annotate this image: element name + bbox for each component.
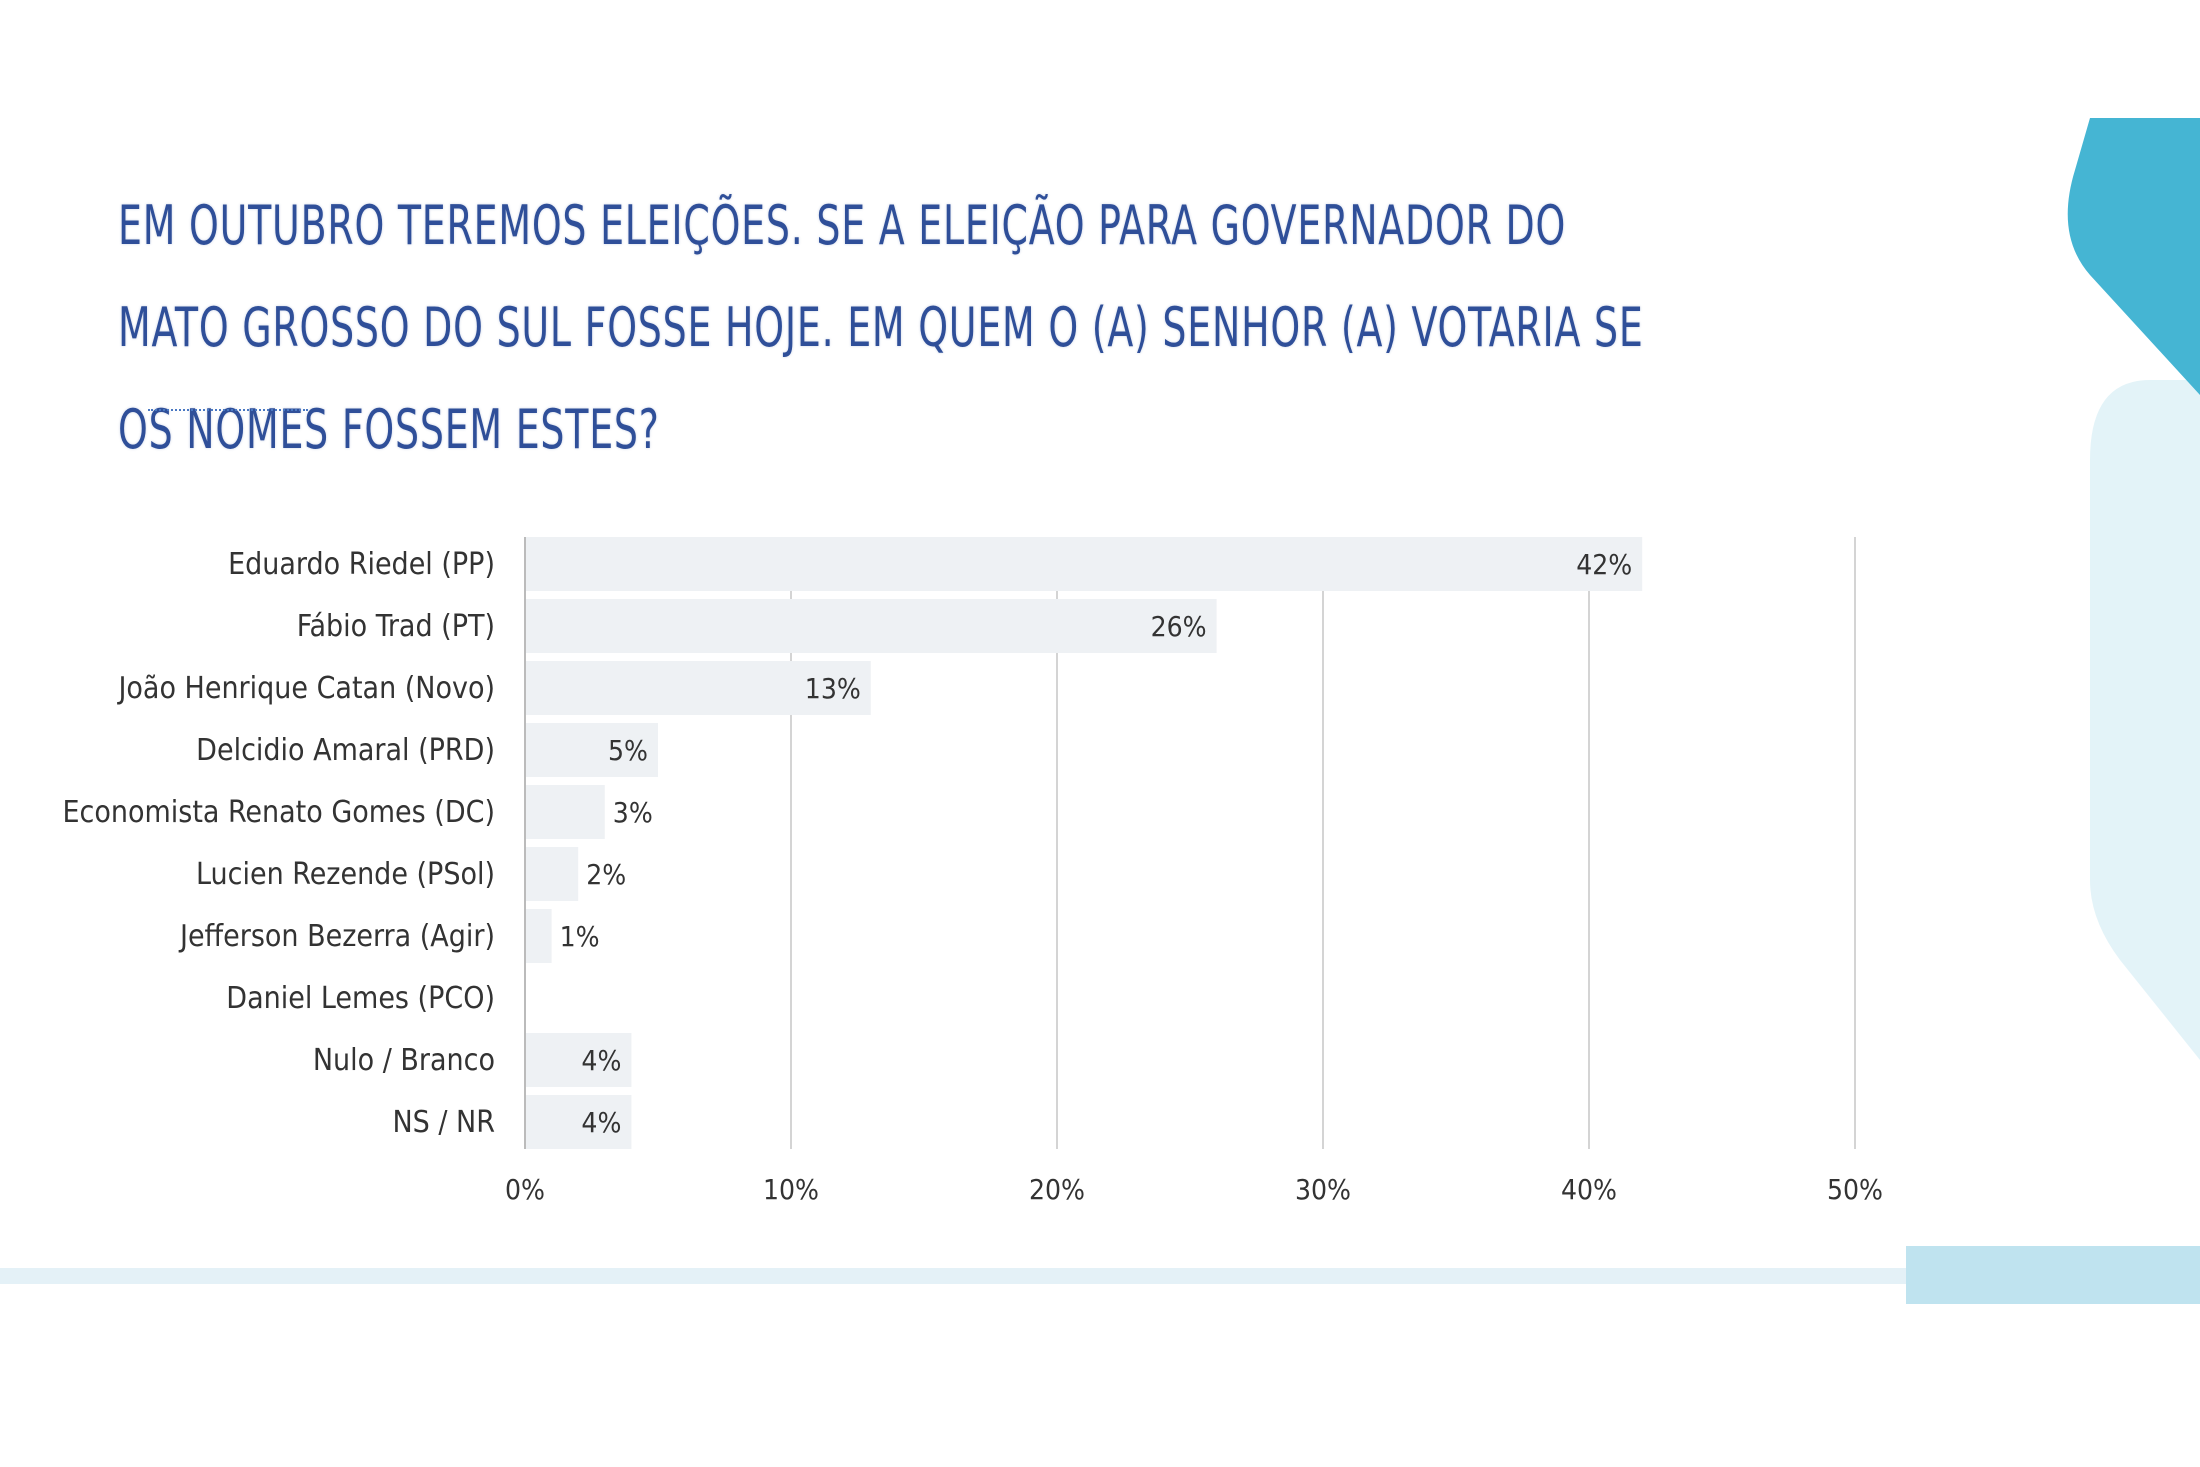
x-tick-label: 0%: [505, 1173, 545, 1206]
category-label: João Henrique Catan (Novo): [116, 671, 495, 706]
bottom-band: [0, 1268, 2090, 1284]
data-label: 26%: [1151, 610, 1207, 643]
data-label: 5%: [608, 734, 648, 767]
decorative-shape-dark: [2067, 118, 2200, 395]
data-label: 4%: [581, 1044, 621, 1077]
data-label: 13%: [805, 672, 861, 705]
x-tick-label: 20%: [1029, 1173, 1085, 1206]
decorative-shape-light: [2090, 380, 2200, 1060]
title-underline: [148, 409, 308, 411]
bottom-accent: [1906, 1246, 2200, 1304]
bar-layer: [525, 537, 1643, 1149]
x-tick-label: 50%: [1827, 1173, 1883, 1206]
x-tick-label: 30%: [1295, 1173, 1351, 1206]
category-label: Daniel Lemes (PCO): [226, 981, 495, 1016]
category-label: Economista Renato Gomes (DC): [62, 795, 495, 830]
data-label: 42%: [1576, 548, 1632, 581]
axis-layer: 0% 10% 20% 30% 40% 50%: [505, 537, 1883, 1206]
bar: [525, 909, 552, 963]
data-label: 2%: [586, 858, 626, 891]
bar: [525, 723, 658, 777]
x-tick-label: 40%: [1561, 1173, 1617, 1206]
x-tick-label: 10%: [763, 1173, 819, 1206]
bar: [525, 1095, 632, 1149]
bar: [525, 847, 579, 901]
category-label: Lucien Rezende (PSol): [196, 857, 495, 892]
bar: [525, 537, 1643, 591]
bar: [525, 661, 871, 715]
category-label: Fábio Trad (PT): [297, 609, 495, 644]
data-label: 3%: [613, 796, 653, 829]
data-label: 4%: [581, 1106, 621, 1139]
bar: [525, 599, 1217, 653]
page-title: Em outubro teremos eleições. Se a eleiçã…: [118, 194, 1644, 461]
data-label: 1%: [560, 920, 600, 953]
category-label: NS / NR: [393, 1105, 496, 1140]
category-label: Delcidio Amaral (PRD): [196, 733, 495, 768]
bar: [525, 785, 605, 839]
label-layer: Eduardo Riedel (PP) 42% Fábio Trad (PT) 26%…: [62, 547, 1632, 1140]
category-label: Eduardo Riedel (PP): [228, 547, 495, 582]
bar: [525, 1033, 632, 1087]
category-label: Jefferson Bezerra (Agir): [178, 919, 495, 954]
category-label: Nulo / Branco: [313, 1043, 495, 1078]
